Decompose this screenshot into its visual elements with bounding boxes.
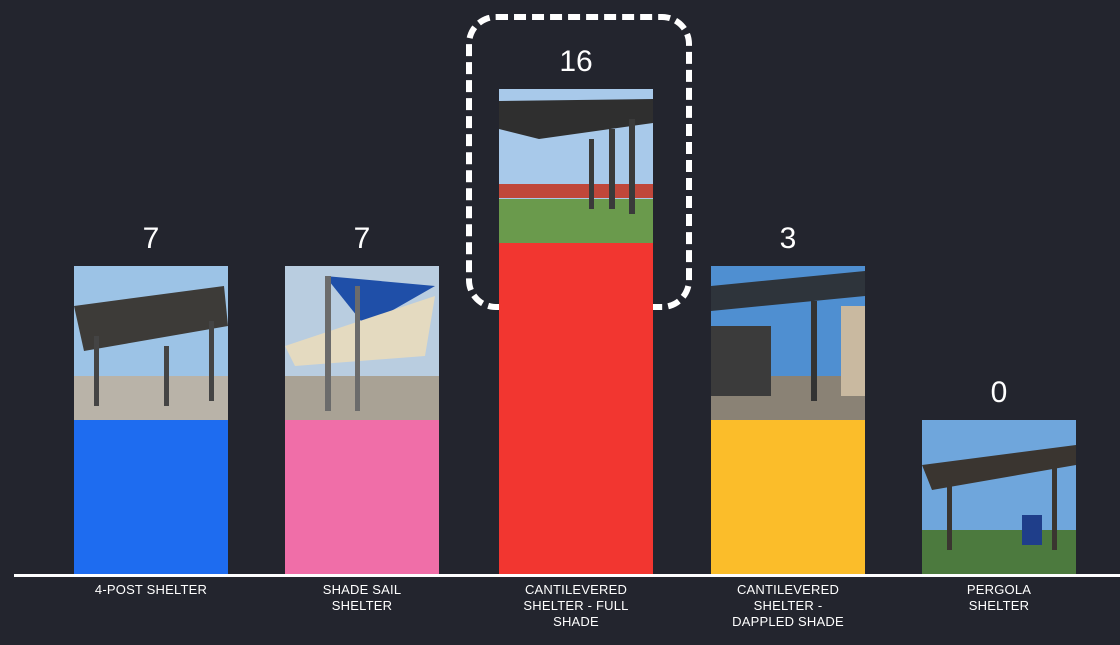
category-label-4: CANTILEVERED SHELTER - DAPPLED SHADE — [732, 582, 844, 629]
category-label-2: SHADE SAIL SHELTER — [322, 582, 402, 613]
bar-1 — [74, 420, 228, 574]
bar-4 — [711, 420, 865, 574]
value-label-4: 3 — [779, 222, 797, 255]
four-post-shelter-photo-icon — [74, 266, 228, 420]
category-label-3: CANTILEVERED SHELTER - FULL SHADE — [523, 582, 629, 629]
shade-sail-shelter-photo-icon — [285, 266, 439, 420]
value-label-1: 7 — [142, 222, 160, 255]
pergola-shelter-photo-icon — [922, 420, 1076, 574]
cantilevered-dappled-shade-photo-icon — [711, 266, 865, 420]
value-label-2: 7 — [353, 222, 371, 255]
category-label-5: PERGOLA SHELTER — [966, 582, 1032, 613]
value-label-5: 0 — [990, 376, 1008, 409]
x-axis-baseline — [14, 574, 1120, 577]
cantilevered-full-shade-photo-icon — [499, 88, 653, 243]
value-label-3: 16 — [559, 44, 593, 78]
bar-2 — [285, 420, 439, 574]
bar-3 — [499, 242, 653, 574]
category-label-1: 4-POST SHELTER — [94, 582, 208, 597]
